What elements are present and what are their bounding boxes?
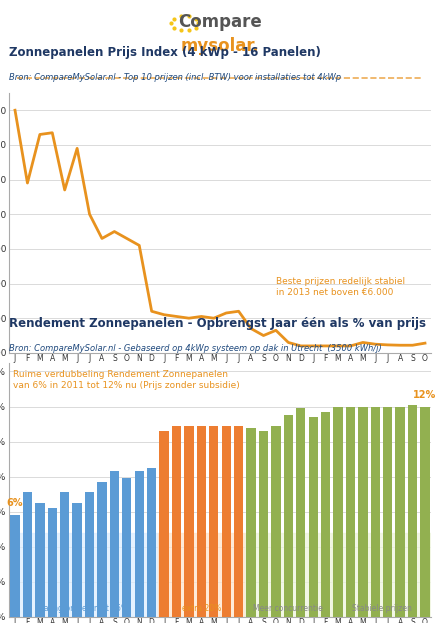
- Bar: [73, 503, 82, 617]
- Bar: [172, 426, 181, 617]
- Text: '13: '13: [306, 386, 321, 396]
- Bar: [11, 515, 20, 617]
- Bar: [197, 426, 206, 617]
- Text: Ruime verdubbeling Rendement Zonnepanelen
van 6% in 2011 tot 12% nu (Prijs zonde: Ruime verdubbeling Rendement Zonnepanele…: [13, 370, 240, 390]
- Text: 12%: 12%: [413, 389, 436, 399]
- Bar: [35, 503, 44, 617]
- Text: Meer concurrentie: Meer concurrentie: [253, 604, 323, 613]
- Bar: [222, 426, 231, 617]
- Text: Rendement Zonnepanelen - Opbrengst Jaar één als % van prijs: Rendement Zonnepanelen - Opbrengst Jaar …: [9, 316, 426, 330]
- Bar: [296, 408, 305, 617]
- Text: mysolar.: mysolar.: [181, 37, 259, 55]
- Bar: [158, 533, 245, 617]
- Bar: [284, 416, 293, 617]
- Bar: [346, 407, 355, 617]
- Text: 6%: 6%: [7, 498, 23, 508]
- Bar: [147, 468, 156, 617]
- Bar: [159, 431, 169, 617]
- Text: Stabiele prijzen: Stabiele prijzen: [352, 604, 411, 613]
- Bar: [308, 417, 318, 617]
- Text: '12: '12: [157, 386, 172, 396]
- Bar: [271, 426, 281, 617]
- Bar: [85, 492, 94, 617]
- Bar: [408, 405, 417, 617]
- Bar: [321, 412, 330, 617]
- Text: Bron: CompareMySolar.nl - Gebaseerd op 4kWp systeem op dak in Utrecht  (3500 kWh: Bron: CompareMySolar.nl - Gebaseerd op 4…: [9, 343, 381, 353]
- Bar: [334, 407, 343, 617]
- Bar: [122, 478, 132, 617]
- Bar: [383, 407, 392, 617]
- Bar: [358, 407, 367, 617]
- Text: Daling prijzen met 25%: Daling prijzen met 25%: [38, 604, 128, 613]
- Bar: [23, 492, 32, 617]
- Bar: [234, 426, 243, 617]
- Text: '11: '11: [7, 386, 22, 396]
- Bar: [97, 482, 106, 617]
- Bar: [60, 492, 70, 617]
- Text: Compare: Compare: [178, 12, 262, 31]
- Text: Zonnepanelen Prijs Index (4 kWp - 16 Panelen): Zonnepanelen Prijs Index (4 kWp - 16 Pan…: [9, 46, 321, 59]
- Bar: [370, 407, 380, 617]
- Bar: [184, 426, 194, 617]
- Text: extra 20%: extra 20%: [182, 604, 221, 613]
- Bar: [135, 472, 144, 617]
- Bar: [209, 426, 218, 617]
- Bar: [9, 533, 158, 617]
- Bar: [245, 533, 332, 617]
- Bar: [420, 407, 429, 617]
- Bar: [332, 533, 431, 617]
- Bar: [396, 407, 405, 617]
- Bar: [48, 508, 57, 617]
- Bar: [259, 431, 268, 617]
- Bar: [110, 472, 119, 617]
- Text: Bron: CompareMySolar.nl - Top 10 prijzen (incl. BTW) voor installaties tot 4kWp: Bron: CompareMySolar.nl - Top 10 prijzen…: [9, 74, 341, 82]
- Text: Beste prijzen redelijk stabiel
in 2013 net boven €6.000: Beste prijzen redelijk stabiel in 2013 n…: [276, 277, 405, 297]
- Bar: [246, 427, 256, 617]
